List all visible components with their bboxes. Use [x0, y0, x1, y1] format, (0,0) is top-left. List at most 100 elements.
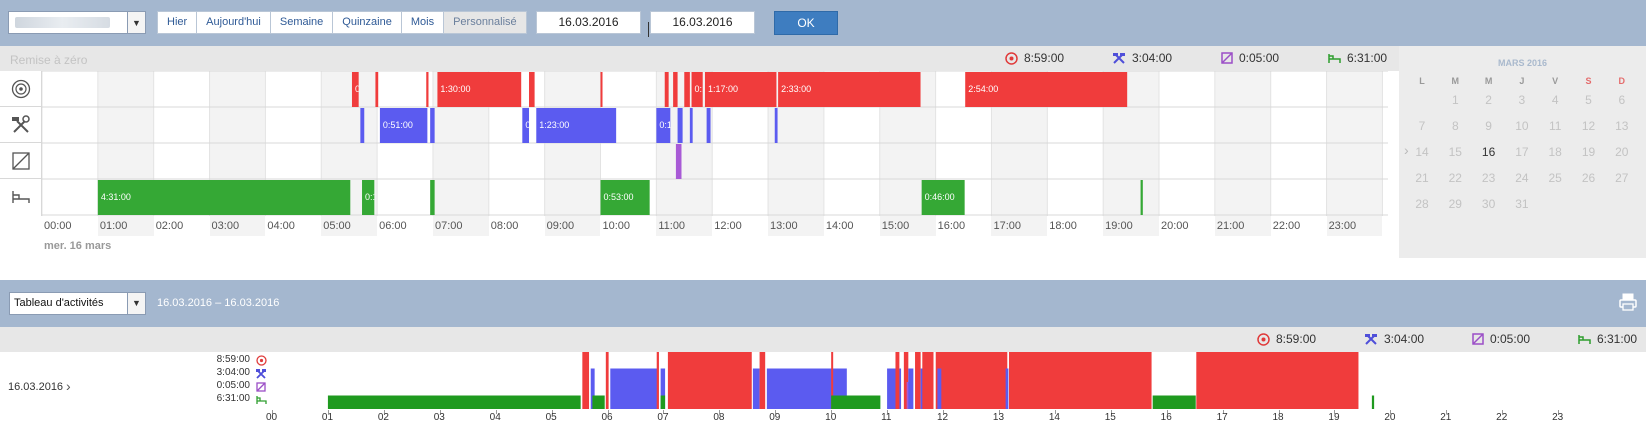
work-segment[interactable]: 0 — [522, 108, 530, 143]
chevron-right-icon[interactable]: › — [66, 378, 71, 394]
hour-band — [544, 216, 601, 236]
period-button-5[interactable]: Personnalisé — [444, 11, 527, 34]
work-segment[interactable]: 0:51:00 — [379, 108, 428, 143]
driving-segment[interactable] — [529, 72, 535, 107]
calendar-day[interactable]: 14 — [1415, 145, 1429, 159]
driving-segment[interactable] — [684, 72, 690, 107]
period-button-2[interactable]: Semaine — [270, 11, 334, 34]
driving-step — [582, 352, 590, 409]
work-segment[interactable] — [774, 108, 778, 143]
report-day-label[interactable]: 16.03.2016 — [8, 381, 64, 393]
chevron-right-icon[interactable]: › — [1404, 142, 1409, 158]
hour-band — [432, 216, 489, 236]
calendar-day[interactable]: 21 — [1415, 171, 1429, 185]
rest-segment[interactable] — [1140, 180, 1143, 215]
driving-segment[interactable] — [426, 72, 429, 107]
calendar-day[interactable]: 15 — [1448, 145, 1462, 159]
calendar-day[interactable]: 16 — [1481, 145, 1496, 159]
total-driving: 8:59:00 — [1005, 51, 1064, 65]
calendar-day[interactable]: 10 — [1515, 119, 1529, 133]
driving-segment[interactable]: 0:1 — [691, 72, 708, 107]
hour-label: 07:00 — [434, 220, 463, 232]
calendar-day[interactable]: 13 — [1615, 119, 1629, 133]
work-segment[interactable] — [706, 108, 711, 143]
work-segment[interactable]: 1:23:00 — [536, 108, 617, 143]
work-step — [920, 368, 924, 409]
work-segment[interactable] — [360, 108, 365, 143]
calendar-day[interactable]: 4 — [1551, 93, 1559, 107]
date-from-input[interactable]: 16.03.2016 — [536, 11, 641, 34]
calendar-day[interactable]: 17 — [1515, 145, 1529, 159]
driving-segment[interactable]: 2:54:00 — [965, 72, 1128, 107]
date-to-input[interactable]: 16.03.2016 — [650, 11, 755, 34]
rest-segment[interactable]: 0:1 — [362, 180, 378, 215]
reset-link[interactable]: Remise à zéro — [10, 53, 88, 67]
vehicle-select[interactable]: ▼ — [8, 11, 146, 34]
period-button-0[interactable]: Hier — [157, 11, 198, 34]
driving-segment[interactable] — [664, 72, 669, 107]
calendar-day[interactable]: 25 — [1548, 171, 1562, 185]
period-button-3[interactable]: Quinzaine — [333, 11, 402, 34]
work-segment[interactable] — [430, 108, 435, 143]
calendar-day[interactable]: 6 — [1618, 93, 1626, 107]
rest-segment[interactable] — [430, 180, 435, 215]
calendar-day[interactable]: 22 — [1448, 171, 1462, 185]
calendar-day[interactable]: 9 — [1485, 119, 1492, 133]
calendar-day[interactable]: 19 — [1581, 145, 1596, 159]
calendar-day[interactable]: 28 — [1415, 197, 1429, 211]
report-total-work: 3:04:00 — [1364, 332, 1424, 346]
report-hour-label: 03 — [433, 412, 445, 423]
calendar-day[interactable]: 18 — [1548, 145, 1562, 159]
calendar-day[interactable]: 11 — [1548, 119, 1562, 133]
rest-segment[interactable]: 4:31:00 — [97, 180, 351, 215]
driving-segment[interactable]: 1:17:00 — [704, 72, 777, 107]
driving-segment[interactable] — [600, 72, 603, 107]
calendar-day[interactable]: 1 — [1451, 93, 1459, 107]
calendar-day[interactable]: 12 — [1581, 119, 1596, 133]
rest-segment[interactable]: 0:53:00 — [600, 180, 650, 215]
driving-segment[interactable] — [673, 72, 678, 107]
calendar-day[interactable]: 2 — [1485, 93, 1492, 107]
hour-label: 19:00 — [1105, 220, 1133, 232]
calendar-day[interactable]: 3 — [1518, 93, 1526, 107]
summary-bar — [0, 46, 1399, 71]
calendar-day[interactable]: 31 — [1515, 197, 1529, 211]
chevron-down-icon[interactable]: ▼ — [127, 12, 145, 33]
calendar-day[interactable]: 29 — [1448, 197, 1462, 211]
work-step — [590, 368, 595, 409]
calendar-day[interactable]: 23 — [1481, 171, 1496, 185]
availability-segment[interactable] — [675, 144, 682, 179]
chevron-down-icon[interactable]: ▼ — [127, 293, 145, 314]
driving-segment[interactable]: 2:33:00 — [778, 72, 921, 107]
driving-segment[interactable]: 0: — [351, 72, 363, 107]
driving-segment[interactable] — [375, 72, 379, 107]
printer-icon[interactable] — [1618, 292, 1638, 312]
hour-tick — [607, 410, 609, 414]
ok-button[interactable]: OK — [774, 11, 838, 35]
segment-label: 4:31:00 — [101, 192, 131, 202]
hour-tick — [439, 410, 441, 414]
driving-icon — [1005, 51, 1018, 65]
work-segment[interactable] — [677, 108, 683, 143]
work-segment[interactable] — [689, 108, 693, 143]
rest-icon — [1328, 52, 1341, 64]
period-button-1[interactable]: Aujourd'hui — [197, 11, 271, 34]
calendar-day[interactable]: 5 — [1585, 93, 1592, 107]
rest-segment[interactable]: 0:46:00 — [921, 180, 965, 215]
calendar-day[interactable]: 24 — [1515, 171, 1529, 185]
report-hour-label: 22 — [1496, 412, 1508, 423]
work-segment[interactable]: 0:1 — [656, 108, 672, 143]
calendar-day[interactable]: 30 — [1481, 197, 1496, 211]
hour-tick — [1334, 410, 1336, 414]
report-type-select[interactable]: Tableau d'activités ▼ — [9, 292, 146, 315]
calendar-day[interactable]: 8 — [1451, 119, 1459, 133]
hour-label: 02:00 — [155, 220, 184, 232]
calendar-day[interactable]: 27 — [1615, 171, 1629, 185]
report-hour-label: 11 — [881, 412, 892, 423]
calendar-day[interactable]: 7 — [1418, 119, 1426, 133]
driving-segment[interactable]: 1:30:00 — [437, 72, 522, 107]
period-button-4[interactable]: Mois — [401, 11, 445, 34]
calendar-day[interactable]: 20 — [1615, 145, 1629, 159]
calendar-day[interactable]: 26 — [1581, 171, 1596, 185]
report-hour-label: 16 — [1160, 412, 1172, 423]
